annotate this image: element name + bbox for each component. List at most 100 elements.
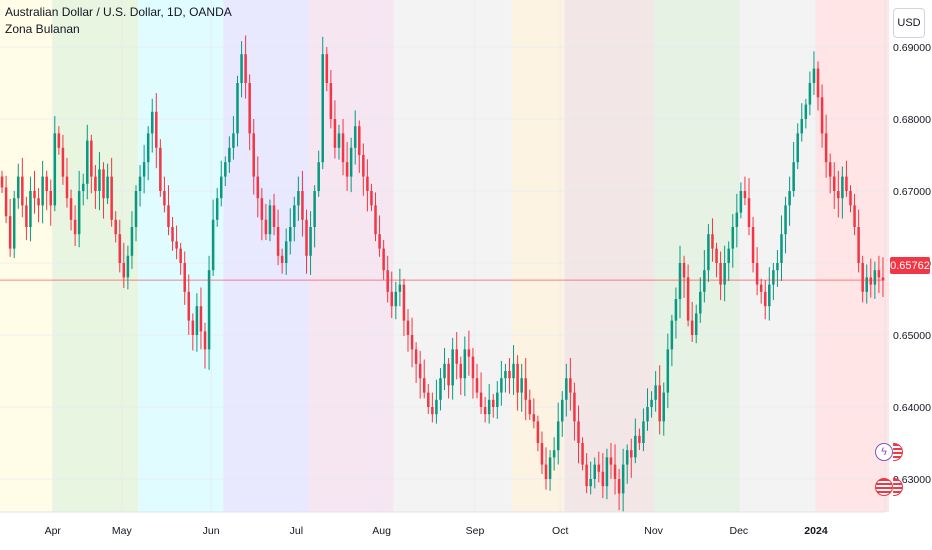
candle-body <box>4 187 8 217</box>
candle-body <box>317 162 320 191</box>
candle-body <box>768 284 771 307</box>
candle-body <box>703 270 706 292</box>
candle-body <box>670 320 674 350</box>
symbol-title[interactable]: Australian Dollar / U.S. Dollar, 1D, OAN… <box>5 5 232 19</box>
candle-body <box>601 471 605 487</box>
candle-body <box>585 464 588 487</box>
candle-body <box>65 176 69 199</box>
candle-body <box>447 363 450 386</box>
candle-body <box>191 320 195 335</box>
candle-body <box>536 421 540 443</box>
month-zone <box>308 0 394 512</box>
candle-body <box>508 371 511 379</box>
candle-body <box>504 371 507 379</box>
candle-body <box>183 263 186 292</box>
candle-body <box>69 198 73 220</box>
y-tick-label: 0.64000 <box>893 402 931 414</box>
candle-body <box>301 191 304 220</box>
x-tick-label: Nov <box>644 525 663 537</box>
candle-body <box>366 176 369 191</box>
month-zone <box>653 0 739 512</box>
candle-body <box>374 205 377 235</box>
candle-body <box>573 392 576 422</box>
candle-body <box>134 191 138 227</box>
y-tick-label: 0.63000 <box>893 474 931 486</box>
y-tick-label: 0.65000 <box>893 330 931 342</box>
candle-body <box>707 234 710 271</box>
candle-body <box>621 464 625 494</box>
candle-body <box>126 255 130 278</box>
x-tick-label: Dec <box>730 525 749 537</box>
candle-body <box>881 277 885 281</box>
candle-body <box>455 349 458 364</box>
candle-body <box>57 133 61 148</box>
candle-body <box>496 392 499 407</box>
candle-body <box>297 191 300 206</box>
month-zones <box>0 0 890 512</box>
candle-body <box>435 399 438 415</box>
candle-body <box>224 162 227 177</box>
candle-body <box>130 227 134 256</box>
candle-body <box>516 363 519 393</box>
candle-body <box>353 126 357 148</box>
currency-button[interactable]: USD <box>893 8 925 38</box>
x-tick-label: Jun <box>203 525 220 537</box>
candle-body <box>280 255 284 263</box>
x-tick-label: Jul <box>290 525 303 537</box>
candle-body <box>122 263 126 278</box>
candle-body <box>763 291 767 307</box>
candle-body <box>471 356 475 379</box>
indicator-name[interactable]: Zona Bulanan <box>5 22 80 36</box>
candle-body <box>236 83 239 134</box>
candle-body <box>138 176 142 191</box>
x-tick-label: Oct <box>552 525 568 537</box>
candle-body <box>211 219 215 271</box>
candle-body <box>110 176 113 220</box>
candle-body <box>207 270 211 350</box>
candle-body <box>195 306 199 335</box>
candle-body <box>215 198 219 220</box>
candle-body <box>792 162 795 191</box>
candle-body <box>463 349 467 379</box>
candle-body <box>475 378 479 393</box>
candle-body <box>155 111 158 148</box>
candle-body <box>264 219 268 235</box>
candle-body <box>593 464 596 479</box>
candle-body <box>569 378 572 393</box>
candle-body <box>163 191 166 206</box>
candle-body <box>837 191 840 199</box>
lightning-icon[interactable]: ϟ <box>875 443 893 461</box>
candle-body <box>248 83 251 134</box>
candle-body <box>491 399 495 407</box>
candle-body <box>159 147 162 191</box>
month-zone <box>393 0 512 512</box>
candle-body <box>53 133 57 206</box>
candle-body <box>284 241 288 263</box>
us-flag-icon[interactable] <box>875 478 893 496</box>
candle-body <box>142 162 146 177</box>
candle-body <box>609 457 613 465</box>
candle-body <box>561 399 564 422</box>
grid-lines <box>0 0 885 512</box>
candle-body <box>719 263 722 285</box>
candle-body <box>431 407 434 415</box>
candle-body <box>625 450 629 465</box>
candle-body <box>759 284 763 292</box>
candle-body <box>731 227 735 249</box>
candle-body <box>800 119 804 134</box>
candle-body <box>49 191 53 206</box>
x-tick-label: Aug <box>372 525 391 537</box>
candle-body <box>646 407 649 422</box>
candle-body <box>711 234 714 249</box>
candle-body <box>832 176 836 191</box>
candle-body <box>29 191 32 227</box>
candle-body <box>865 277 868 292</box>
candle-body <box>17 176 20 199</box>
candle-body <box>98 169 101 191</box>
candle-body <box>45 176 48 191</box>
candle-body <box>402 284 406 321</box>
candle-body <box>305 219 308 256</box>
candle-body <box>244 54 247 83</box>
candle-body <box>106 176 109 199</box>
